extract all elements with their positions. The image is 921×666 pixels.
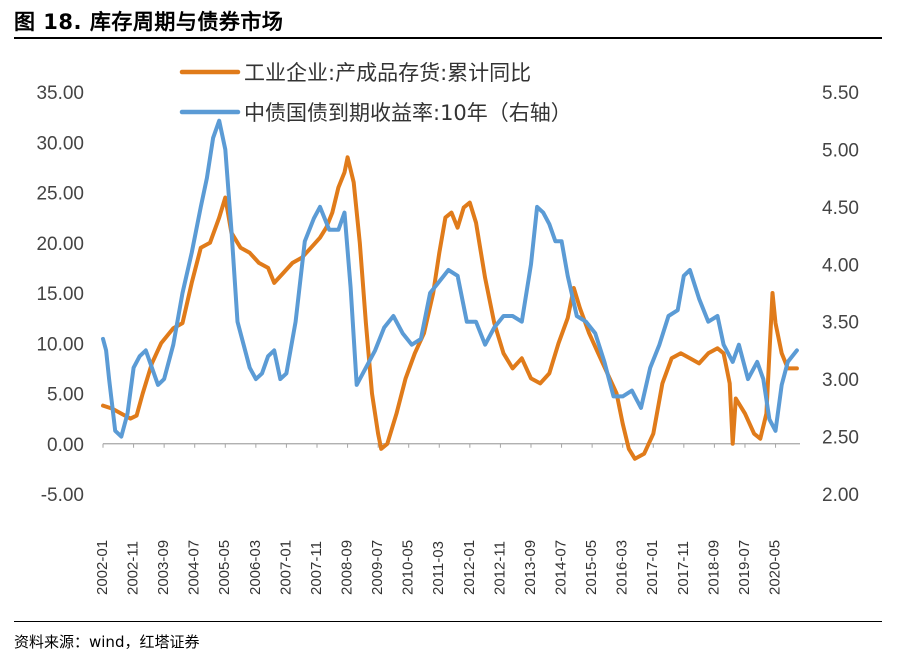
x-axis-tick-label: 2016-03 — [614, 540, 631, 595]
x-axis-tick-label: 2011-03 — [430, 541, 447, 595]
right-axis-tick-label: 5.50 — [822, 83, 859, 104]
x-axis-tick-label: 2002-11 — [125, 541, 142, 595]
x-axis-tick-label: 2020-05 — [767, 540, 784, 595]
x-axis-tick-label: 2003-09 — [155, 540, 172, 595]
right-axis-tick-label: 2.00 — [822, 485, 859, 506]
series-line-bond-yield — [101, 118, 799, 439]
right-axis-tick-label: 2.50 — [822, 428, 859, 449]
x-axis-tick-label: 2008-09 — [339, 540, 356, 595]
right-axis-tick-label: 3.00 — [822, 370, 859, 391]
x-axis-tick-label: 2013-09 — [522, 540, 539, 595]
title-rule — [14, 37, 882, 39]
left-axis-tick-label: 10.00 — [36, 334, 84, 355]
left-axis-tick-label: -5.00 — [41, 485, 84, 506]
x-axis-tick-label: 2012-11 — [491, 541, 508, 595]
right-axis-tick-label: 4.00 — [822, 255, 859, 276]
source-note: 资料来源：wind，红塔证券 — [14, 633, 200, 651]
figure-title: 图 18. 库存周期与债券市场 — [14, 10, 284, 34]
x-axis-tick-label: 2019-07 — [736, 540, 753, 595]
x-axis-tick-label: 2017-01 — [644, 540, 661, 595]
right-axis-tick-label: 3.50 — [822, 313, 859, 334]
x-axis-tick-label: 2007-11 — [308, 541, 325, 595]
legend-entry-label: 中债国债到期收益率:10年（右轴） — [244, 101, 572, 125]
left-axis-tick-label: 25.00 — [36, 184, 84, 205]
x-axis-tick-label: 2005-05 — [216, 540, 233, 595]
left-axis-tick-label: 30.00 — [36, 133, 84, 154]
left-axis-tick-label: 20.00 — [36, 234, 84, 255]
x-axis-tick-label: 2015-05 — [583, 540, 600, 595]
x-axis-tick-label: 2009-07 — [369, 540, 386, 595]
footer-rule — [14, 621, 882, 622]
left-axis-tick-label: 35.00 — [36, 83, 84, 104]
legend-entry-label: 工业企业:产成品存货:累计同比 — [244, 61, 531, 85]
x-axis-tick-label: 2014-07 — [553, 540, 570, 595]
left-axis-tick-label: 5.00 — [47, 385, 84, 406]
x-axis-tick-label: 2006-03 — [247, 540, 264, 595]
left-axis-tick-label: 15.00 — [36, 284, 84, 305]
x-axis-tick-label: 2012-01 — [461, 540, 478, 595]
x-axis-tick-label: 2017-11 — [675, 541, 692, 595]
line-chart: 35.00 30.00 25.00 20.00 15.00 10.00 5.00 0.00 -5… — [36, 61, 859, 595]
x-axis-tick-label: 2018-09 — [705, 540, 722, 595]
x-axis-tick-label: 2004-07 — [186, 540, 203, 595]
left-axis-tick-label: 0.00 — [47, 435, 84, 456]
right-axis-tick-label: 5.00 — [822, 140, 859, 161]
right-axis-tick-label: 4.50 — [822, 198, 859, 219]
x-axis-tick-label: 2010-05 — [400, 540, 417, 595]
x-axis-tick-label: 2007-01 — [277, 540, 294, 595]
series-line-inventory — [101, 155, 799, 461]
x-axis-tick-label: 2002-01 — [94, 540, 111, 595]
